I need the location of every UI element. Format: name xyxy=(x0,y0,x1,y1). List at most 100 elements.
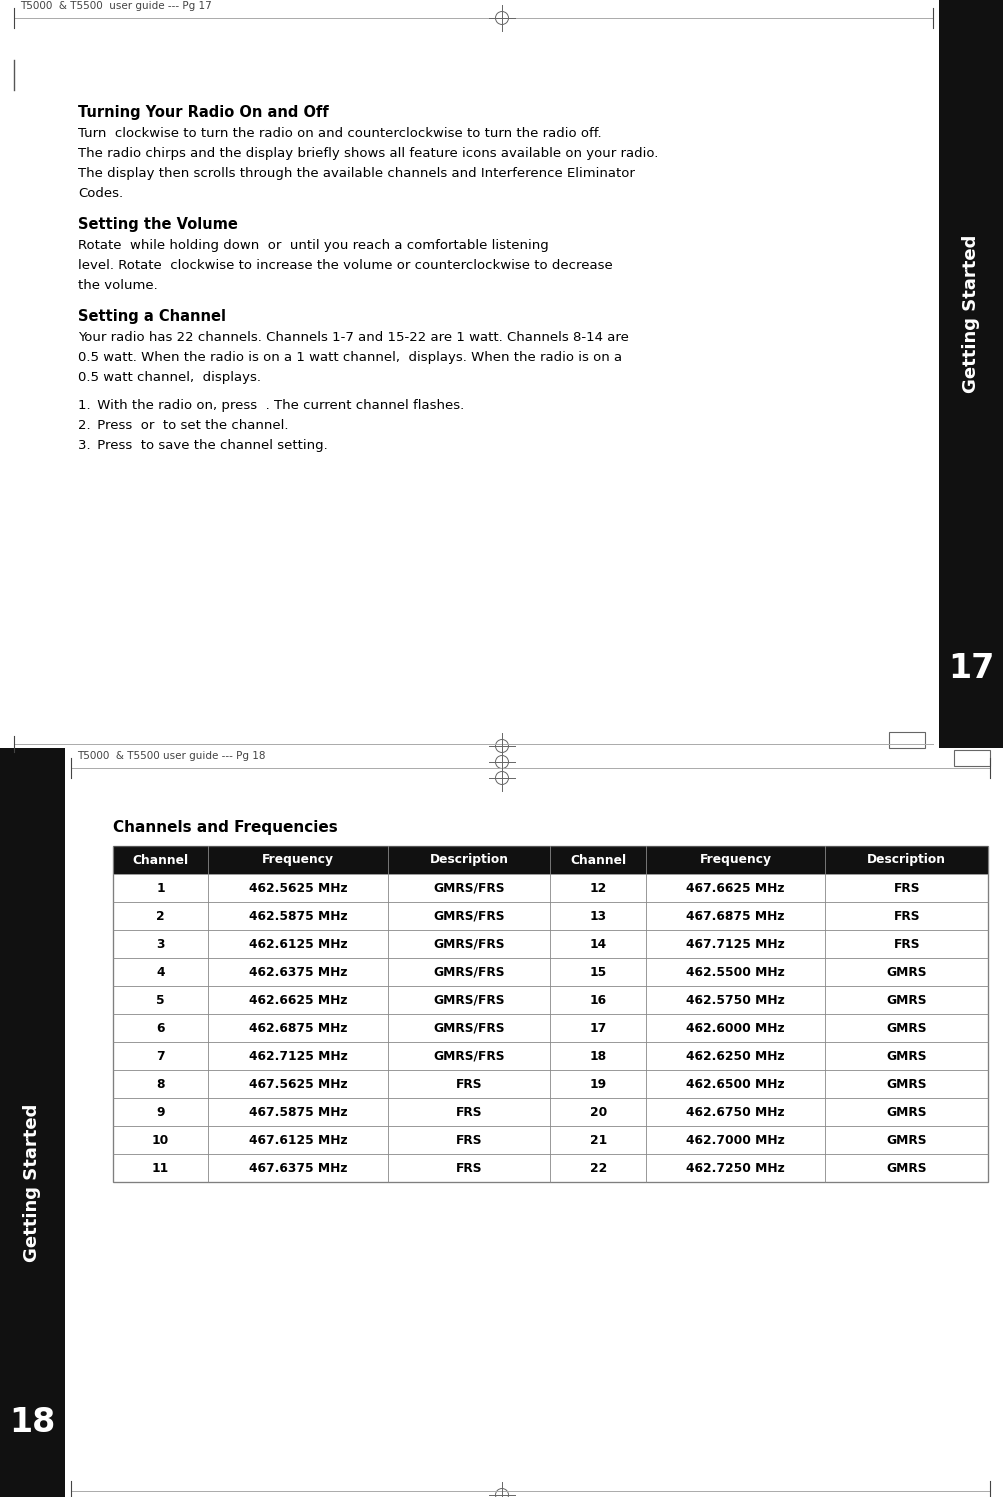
Text: Channels and Frequencies: Channels and Frequencies xyxy=(113,820,337,835)
Text: Setting a Channel: Setting a Channel xyxy=(78,308,226,323)
Text: 462.6625 MHz: 462.6625 MHz xyxy=(249,994,347,1006)
Text: The display then scrolls through the available channels and Interference Elimina: The display then scrolls through the ava… xyxy=(78,168,634,180)
Text: GMRS: GMRS xyxy=(886,994,926,1006)
Bar xyxy=(113,846,987,1183)
Text: Getting Started: Getting Started xyxy=(23,1103,41,1262)
Text: 5: 5 xyxy=(156,994,164,1006)
Text: 3: 3 xyxy=(156,937,164,951)
Text: GMRS: GMRS xyxy=(886,1133,926,1147)
Text: 462.7250 MHz: 462.7250 MHz xyxy=(685,1162,784,1175)
Text: 16: 16 xyxy=(589,994,606,1006)
Text: Frequency: Frequency xyxy=(699,853,771,867)
Text: GMRS/FRS: GMRS/FRS xyxy=(433,882,505,895)
Text: 18: 18 xyxy=(589,1049,606,1063)
Text: The radio chirps and the display briefly shows all feature icons available on yo: The radio chirps and the display briefly… xyxy=(78,147,658,160)
Bar xyxy=(938,0,1003,748)
Text: GMRS: GMRS xyxy=(886,1021,926,1034)
Text: GMRS/FRS: GMRS/FRS xyxy=(433,1021,505,1034)
Text: 1: 1 xyxy=(156,882,164,895)
Bar xyxy=(113,903,987,930)
Text: GMRS: GMRS xyxy=(886,1078,926,1090)
Text: 11: 11 xyxy=(151,1162,170,1175)
Text: Setting the Volume: Setting the Volume xyxy=(78,217,238,232)
Bar xyxy=(113,1097,987,1126)
Text: GMRS/FRS: GMRS/FRS xyxy=(433,910,505,922)
Text: 17: 17 xyxy=(589,1021,606,1034)
Text: 462.6250 MHz: 462.6250 MHz xyxy=(686,1049,784,1063)
Text: T5000  & T5500  user guide --- Pg 17: T5000 & T5500 user guide --- Pg 17 xyxy=(20,1,212,10)
Text: 467.6625 MHz: 467.6625 MHz xyxy=(686,882,784,895)
Text: 6: 6 xyxy=(156,1021,164,1034)
Bar xyxy=(113,1013,987,1042)
Text: 19: 19 xyxy=(589,1078,606,1090)
Text: Codes.: Codes. xyxy=(78,187,123,201)
Text: 462.6000 MHz: 462.6000 MHz xyxy=(686,1021,784,1034)
Text: Your radio has 22 channels. Channels 1-7 and 15-22 are 1 watt. Channels 8-14 are: Your radio has 22 channels. Channels 1-7… xyxy=(78,331,628,344)
Text: GMRS: GMRS xyxy=(886,1049,926,1063)
Bar xyxy=(113,930,987,958)
Text: FRS: FRS xyxy=(893,937,919,951)
Text: level. Rotate  clockwise to increase the volume or counterclockwise to decrease: level. Rotate clockwise to increase the … xyxy=(78,259,612,272)
Text: FRS: FRS xyxy=(455,1133,481,1147)
Text: 462.5500 MHz: 462.5500 MHz xyxy=(685,966,784,979)
Text: the volume.: the volume. xyxy=(78,278,157,292)
Text: 462.7000 MHz: 462.7000 MHz xyxy=(685,1133,784,1147)
Text: Description: Description xyxy=(867,853,945,867)
Text: GMRS: GMRS xyxy=(886,1162,926,1175)
Text: 462.7125 MHz: 462.7125 MHz xyxy=(249,1049,347,1063)
Text: 462.5875 MHz: 462.5875 MHz xyxy=(249,910,347,922)
Text: FRS: FRS xyxy=(455,1078,481,1090)
Text: Rotate  while holding down  or  until you reach a comfortable listening: Rotate while holding down or until you r… xyxy=(78,240,549,251)
Text: FRS: FRS xyxy=(893,910,919,922)
Text: FRS: FRS xyxy=(893,882,919,895)
Text: 467.6125 MHz: 467.6125 MHz xyxy=(249,1133,347,1147)
Text: Channel: Channel xyxy=(570,853,626,867)
Text: 17: 17 xyxy=(948,651,994,684)
Bar xyxy=(113,987,987,1013)
Text: 8: 8 xyxy=(156,1078,164,1090)
Text: 462.5750 MHz: 462.5750 MHz xyxy=(685,994,784,1006)
Bar xyxy=(113,1042,987,1070)
Text: 0.5 watt channel,  displays.: 0.5 watt channel, displays. xyxy=(78,371,261,385)
Bar xyxy=(113,1154,987,1183)
Text: Getting Started: Getting Started xyxy=(962,235,980,394)
Text: T5000  & T5500 user guide --- Pg 18: T5000 & T5500 user guide --- Pg 18 xyxy=(77,751,265,760)
Bar xyxy=(113,958,987,987)
Text: 10: 10 xyxy=(151,1133,170,1147)
Text: GMRS: GMRS xyxy=(886,966,926,979)
Text: 467.6875 MHz: 467.6875 MHz xyxy=(686,910,784,922)
Bar xyxy=(113,874,987,903)
Text: FRS: FRS xyxy=(455,1105,481,1118)
Text: Turn  clockwise to turn the radio on and counterclockwise to turn the radio off.: Turn clockwise to turn the radio on and … xyxy=(78,127,601,141)
Text: 462.6125 MHz: 462.6125 MHz xyxy=(249,937,347,951)
Text: 12: 12 xyxy=(589,882,606,895)
Text: GMRS: GMRS xyxy=(886,1105,926,1118)
Text: 22: 22 xyxy=(589,1162,606,1175)
Text: GMRS/FRS: GMRS/FRS xyxy=(433,966,505,979)
Bar xyxy=(0,748,65,1497)
Text: 20: 20 xyxy=(589,1105,606,1118)
Text: 467.7125 MHz: 467.7125 MHz xyxy=(685,937,784,951)
Text: 7: 7 xyxy=(156,1049,164,1063)
Text: 462.6750 MHz: 462.6750 MHz xyxy=(686,1105,784,1118)
Text: 462.6500 MHz: 462.6500 MHz xyxy=(686,1078,784,1090)
Text: 2. Press  or  to set the channel.: 2. Press or to set the channel. xyxy=(78,419,288,433)
Text: 9: 9 xyxy=(156,1105,164,1118)
Text: 13: 13 xyxy=(589,910,606,922)
Text: 467.6375 MHz: 467.6375 MHz xyxy=(249,1162,347,1175)
Text: Frequency: Frequency xyxy=(262,853,334,867)
Text: 4: 4 xyxy=(156,966,164,979)
Text: 462.5625 MHz: 462.5625 MHz xyxy=(249,882,347,895)
Bar xyxy=(113,1070,987,1097)
Bar xyxy=(953,750,989,766)
Text: 1. With the radio on, press  . The current channel flashes.: 1. With the radio on, press . The curren… xyxy=(78,400,463,412)
Text: GMRS/FRS: GMRS/FRS xyxy=(433,994,505,1006)
Text: 18: 18 xyxy=(9,1406,55,1439)
Text: 2: 2 xyxy=(156,910,164,922)
Text: 3. Press  to save the channel setting.: 3. Press to save the channel setting. xyxy=(78,439,327,452)
Text: Turning Your Radio On and Off: Turning Your Radio On and Off xyxy=(78,105,328,120)
Text: Description: Description xyxy=(429,853,509,867)
Text: Channel: Channel xyxy=(132,853,189,867)
Text: 15: 15 xyxy=(589,966,606,979)
Bar xyxy=(113,846,987,874)
